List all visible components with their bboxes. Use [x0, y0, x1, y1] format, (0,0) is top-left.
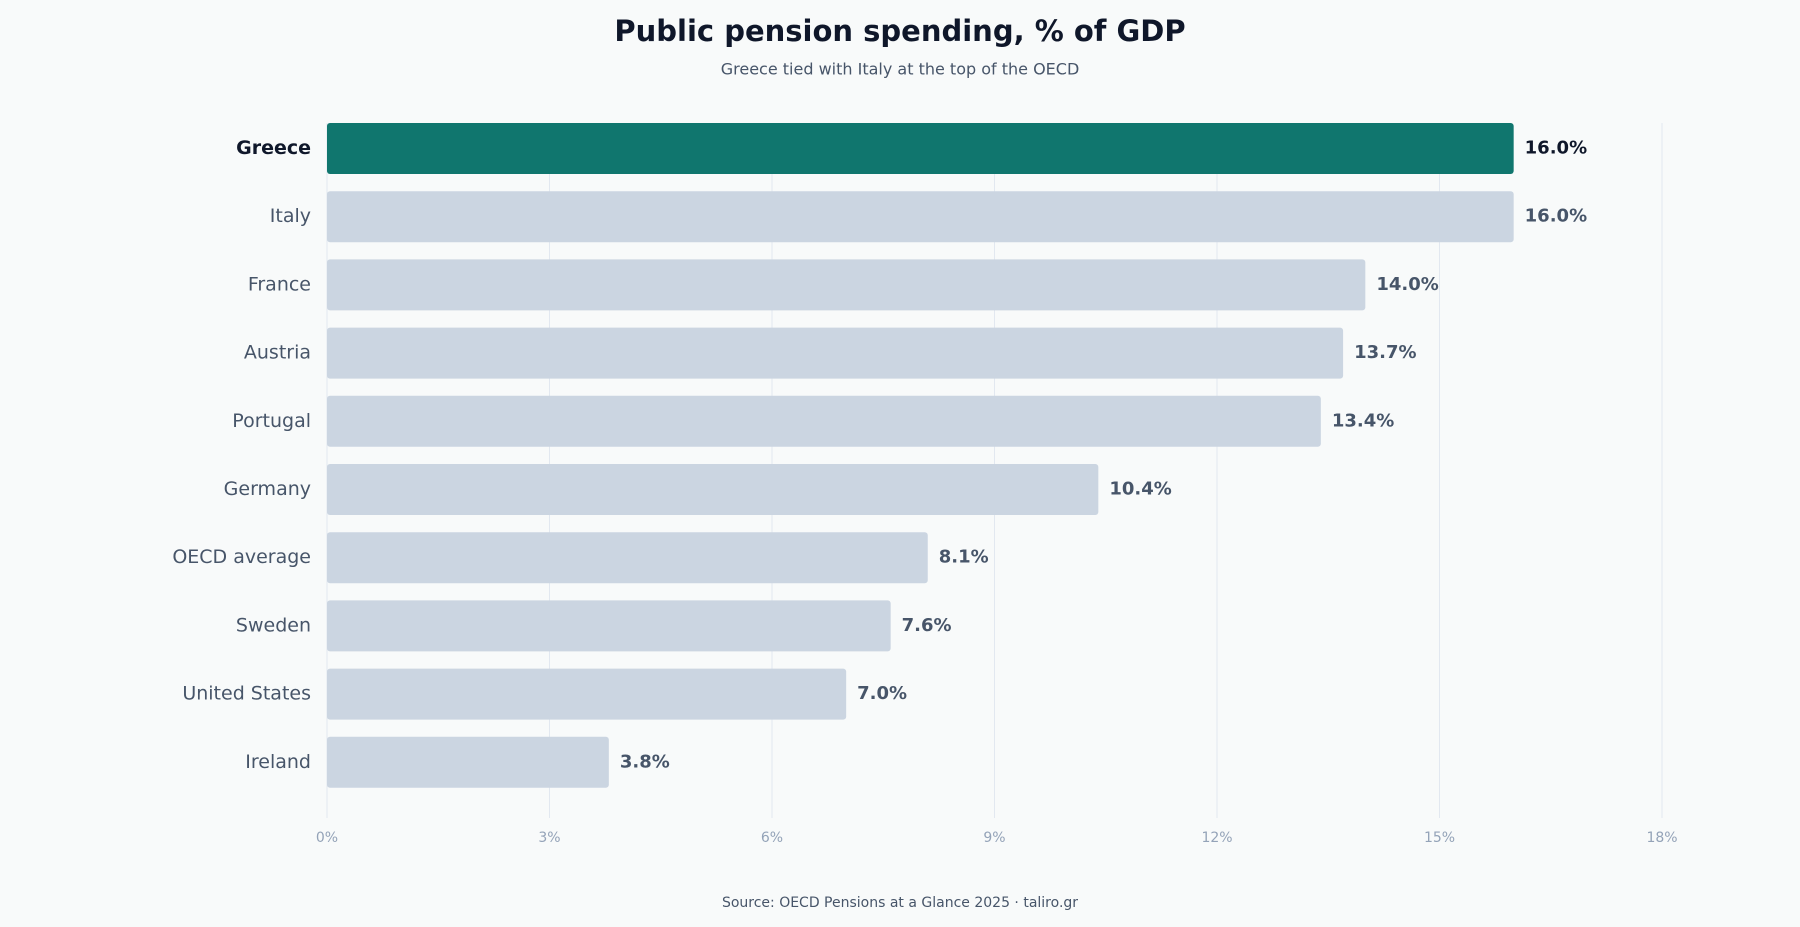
y-tick-label: Portugal — [232, 410, 311, 432]
value-label: 7.0% — [857, 683, 907, 704]
bar — [327, 736, 609, 788]
chart-subtitle: Greece tied with Italy at the top of the… — [721, 60, 1080, 79]
x-tick-label: 0% — [316, 830, 338, 846]
value-label: 13.4% — [1332, 410, 1394, 431]
value-label: 3.8% — [620, 751, 670, 772]
value-label: 16.0% — [1525, 206, 1587, 227]
x-tick-label: 9% — [983, 830, 1005, 846]
y-tick-label: Greece — [236, 137, 311, 159]
source-note: Source: OECD Pensions at a Glance 2025 ·… — [722, 895, 1078, 911]
y-tick-label: France — [248, 273, 311, 295]
bar — [327, 191, 1514, 243]
y-tick-label: Austria — [244, 342, 311, 364]
bar — [327, 123, 1514, 174]
value-label: 8.1% — [939, 547, 989, 568]
value-label: 7.6% — [902, 615, 952, 636]
value-label: 10.4% — [1109, 479, 1171, 500]
y-tick-label: United States — [182, 683, 311, 705]
y-tick-label: Germany — [224, 478, 311, 500]
y-tick-label: Italy — [270, 205, 311, 227]
y-tick-label: OECD average — [172, 546, 311, 568]
x-tick-label: 6% — [761, 830, 783, 846]
bar — [327, 327, 1344, 379]
bar — [327, 259, 1366, 311]
y-tick-label: Sweden — [236, 614, 311, 636]
y-tick-label: Ireland — [245, 751, 311, 773]
bar — [327, 668, 847, 720]
x-tick-label: 3% — [538, 830, 560, 846]
chart-title: Public pension spending, % of GDP — [614, 14, 1185, 48]
bar — [327, 600, 891, 652]
x-tick-label: 15% — [1424, 830, 1455, 846]
bar — [327, 464, 1099, 515]
value-label: 13.7% — [1354, 342, 1416, 363]
bar — [327, 395, 1321, 447]
bar — [327, 532, 928, 584]
x-tick-label: 18% — [1646, 830, 1677, 846]
x-tick-label: 12% — [1201, 830, 1232, 846]
value-label: 14.0% — [1376, 274, 1438, 295]
value-label: 16.0% — [1525, 138, 1587, 159]
